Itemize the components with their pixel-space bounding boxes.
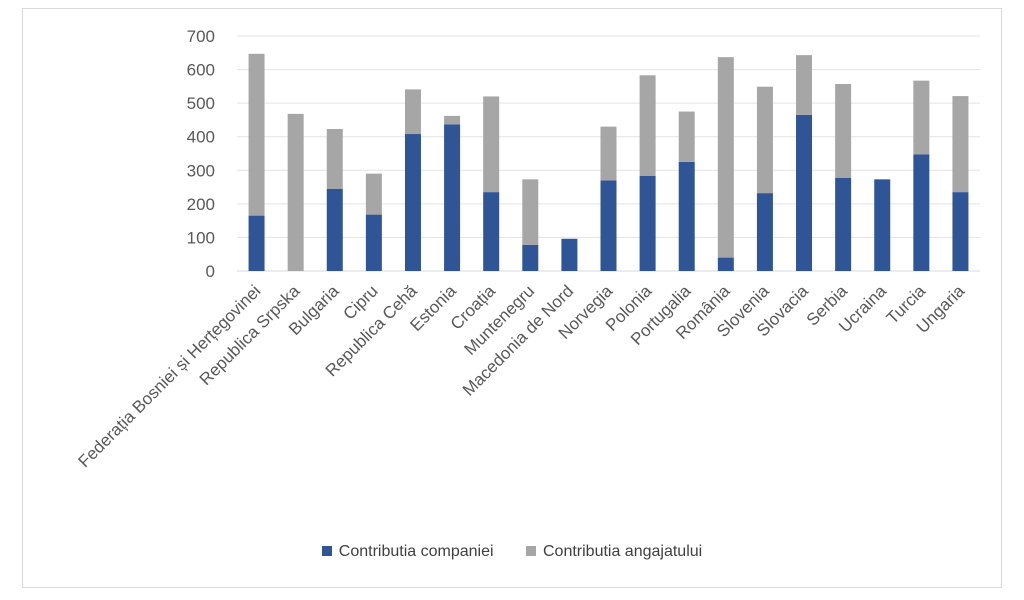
bar-company-17	[913, 154, 930, 271]
x-axis-labels: Federația Bosniei și HerțegovineiRepubli…	[75, 281, 969, 471]
bar-employee-9	[600, 126, 617, 181]
bar-company-18	[952, 192, 969, 271]
legend-item-employee[interactable]: Contributia angajatului	[525, 543, 703, 561]
bar-employee-4	[404, 89, 421, 135]
bar-company-12	[717, 257, 734, 271]
bar-company-2	[326, 188, 343, 271]
bar-employee-0	[248, 53, 265, 216]
legend-label-employee: Contributia angajatului	[542, 543, 703, 560]
bar-employee-11	[678, 111, 695, 162]
bar-employee-13	[756, 86, 773, 194]
legend-label-company: Contributia companiei	[338, 543, 494, 560]
y-tick-label-200: 200	[187, 195, 215, 214]
y-tick-label-0: 0	[206, 262, 215, 281]
x-tick-label-0: Federația Bosniei și Herțegovinei	[75, 281, 265, 471]
y-tick-label-600: 600	[187, 61, 215, 80]
bar-company-15	[835, 178, 852, 271]
bar-company-3	[365, 214, 382, 271]
bar-employee-10	[639, 75, 656, 176]
bar-company-6	[483, 192, 500, 271]
bar-company-16	[874, 179, 891, 271]
legend-swatch-employee	[525, 546, 536, 556]
bar-company-8	[561, 238, 578, 271]
bar-employee-18	[952, 96, 969, 193]
y-axis-ticks: 0 100 200 300 400 500 600 700	[187, 27, 215, 281]
y-tick-label-500: 500	[187, 94, 215, 113]
bar-employee-2	[326, 128, 343, 189]
bars	[248, 53, 969, 272]
bar-company-5	[444, 124, 461, 272]
bar-employee-1	[287, 113, 304, 271]
bar-employee-15	[835, 84, 852, 179]
bar-company-9	[600, 180, 617, 271]
bar-employee-12	[717, 57, 734, 258]
bar-employee-7	[522, 179, 539, 245]
bar-company-11	[678, 161, 695, 271]
y-tick-label-100: 100	[187, 228, 215, 247]
bar-employee-6	[483, 96, 500, 193]
bar-company-4	[404, 134, 421, 271]
legend-swatch-company	[321, 546, 332, 556]
legend-item-company[interactable]: Contributia companiei	[321, 543, 494, 561]
legend: Contributia companiei Contributia angaja…	[0, 543, 1024, 561]
bar-employee-5	[444, 115, 461, 125]
bar-employee-14	[796, 55, 813, 115]
y-tick-label-700: 700	[187, 27, 215, 46]
bar-company-10	[639, 175, 656, 271]
y-tick-label-300: 300	[187, 161, 215, 180]
bar-company-14	[796, 114, 813, 272]
bar-company-0	[248, 215, 265, 271]
bar-employee-17	[913, 80, 930, 155]
bar-company-7	[522, 244, 539, 271]
y-tick-label-400: 400	[187, 128, 215, 147]
bar-employee-3	[365, 173, 382, 215]
bar-company-13	[756, 193, 773, 271]
